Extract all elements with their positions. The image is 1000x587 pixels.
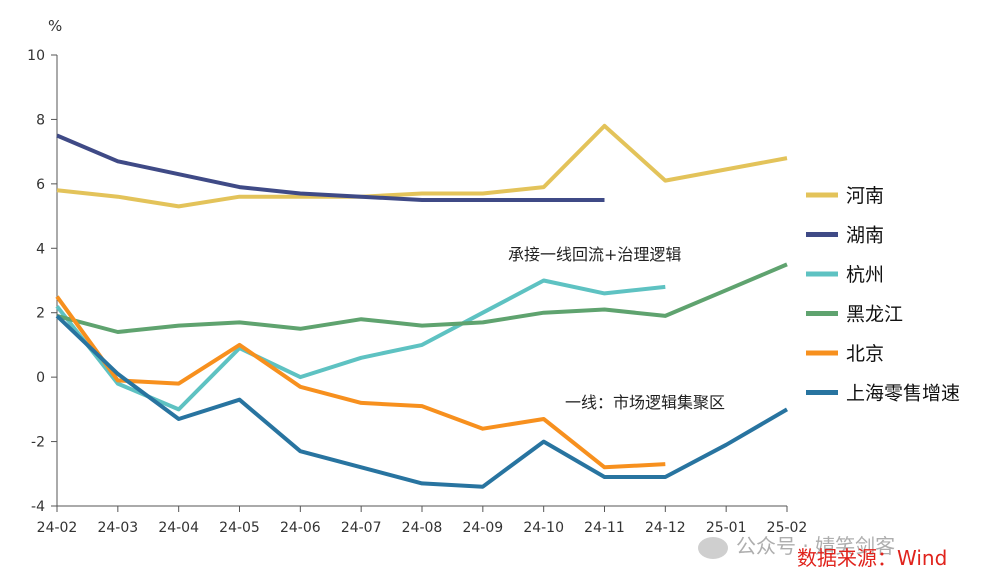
series-line-4 bbox=[55, 295, 666, 470]
y-tick-label: 10 bbox=[27, 48, 45, 64]
y-tick-label: -4 bbox=[31, 499, 45, 515]
series-line-0 bbox=[56, 123, 788, 209]
legend-label-0: 河南 bbox=[846, 185, 884, 207]
y-tick-label: 4 bbox=[36, 241, 45, 257]
series-line-1 bbox=[56, 133, 605, 202]
x-tick-label: 24-03 bbox=[97, 520, 138, 536]
series-line-3 bbox=[56, 262, 788, 334]
x-tick-label: 24-05 bbox=[219, 520, 260, 536]
x-tick-label: 25-02 bbox=[767, 520, 808, 536]
x-tick-label: 24-09 bbox=[462, 520, 503, 536]
annotation-tier1-inflow: 承接一线回流+治理逻辑 bbox=[508, 245, 681, 264]
watermark: 公众号 · 婧笑剑客 bbox=[698, 530, 895, 559]
chart-axes: -4 -2 0 2 4 6 8 10% 24-02 24-03 24-04 24-05 24-06 24-… bbox=[27, 17, 807, 536]
x-tick-label: 24-12 bbox=[645, 520, 686, 536]
legend-label-5: 上海零售增速 bbox=[846, 383, 960, 405]
series-line-2 bbox=[55, 278, 666, 412]
y-tick-label: 0 bbox=[36, 370, 45, 386]
x-tick-label: 24-06 bbox=[280, 520, 321, 536]
watermark-text: 公众号 · 婧笑剑客 bbox=[736, 534, 896, 558]
x-tick-label: 24-07 bbox=[341, 520, 382, 536]
y-tick-label: 8 bbox=[36, 112, 45, 128]
y-tick-label: -2 bbox=[31, 435, 45, 451]
wechat-icon bbox=[698, 536, 728, 559]
chart-series bbox=[55, 123, 789, 489]
y-tick-label: 6 bbox=[36, 177, 45, 193]
x-tick-label: 24-08 bbox=[402, 520, 443, 536]
series-line-5 bbox=[55, 314, 789, 489]
y-tick-label: 2 bbox=[36, 306, 45, 322]
legend-label-2: 杭州 bbox=[846, 264, 884, 286]
x-tick-label: 24-04 bbox=[158, 520, 199, 536]
legend-label-4: 北京 bbox=[846, 343, 884, 365]
x-tick-label: 24-10 bbox=[523, 520, 564, 536]
data-source: 数据来源：Wind bbox=[797, 546, 948, 570]
legend-label-3: 黑龙江 bbox=[846, 304, 903, 326]
x-tick-label: 25-01 bbox=[706, 520, 747, 536]
annotation-tier1-market: 一线：市场逻辑集聚区 bbox=[565, 393, 725, 412]
x-tick-label: 24-11 bbox=[584, 520, 625, 536]
legend-label-1: 湖南 bbox=[846, 225, 884, 247]
y-axis-unit: % bbox=[48, 17, 62, 35]
x-tick-label: 24-02 bbox=[37, 520, 78, 536]
